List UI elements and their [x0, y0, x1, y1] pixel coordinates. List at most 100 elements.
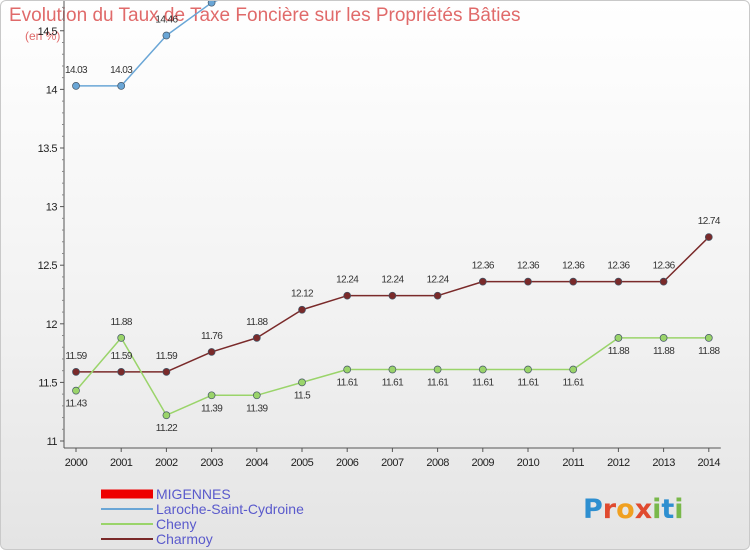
y-tick-label: 13.5 — [38, 143, 58, 155]
data-point — [524, 277, 532, 286]
chart-title: Evolution du Taux de Taxe Foncière sur l… — [9, 5, 521, 26]
data-label: 11.76 — [201, 331, 223, 342]
data-point — [704, 334, 713, 342]
logo-letter: x — [635, 494, 652, 525]
data-point — [614, 334, 623, 342]
data-label: 11.61 — [427, 378, 449, 389]
logo-letter: i — [652, 494, 661, 525]
chart-unit: (en %) — [25, 29, 61, 43]
x-tick-label: 2005 — [291, 457, 314, 469]
data-point — [478, 365, 487, 374]
data-point — [569, 277, 578, 286]
data-point — [343, 365, 352, 374]
legend-label: Cheny — [156, 516, 196, 532]
x-tick-label: 2010 — [517, 457, 540, 469]
legend-label: MIGENNES — [156, 486, 231, 502]
data-point — [433, 365, 442, 374]
data-label: 11.61 — [563, 378, 585, 389]
data-label: 11.5 — [294, 390, 311, 401]
data-label: 11.88 — [111, 317, 133, 328]
y-tick-label: 14.5 — [38, 26, 58, 38]
data-point — [252, 334, 261, 342]
logo-letter: P — [583, 494, 603, 525]
proxiti-logo: Proxiti — [583, 494, 684, 525]
data-label: 11.43 — [65, 399, 87, 410]
data-point — [117, 82, 126, 90]
data-point — [569, 365, 578, 374]
data-point — [162, 31, 171, 40]
data-label: 11.61 — [472, 378, 494, 389]
data-label: 12.36 — [562, 261, 585, 272]
logo-letter: i — [674, 494, 683, 525]
data-label: 11.22 — [156, 423, 178, 434]
data-label: 11.39 — [201, 403, 223, 414]
x-tick-label: 2009 — [472, 457, 495, 469]
data-point — [207, 1, 216, 7]
data-point — [659, 334, 668, 342]
data-point — [72, 82, 80, 90]
series-line-1 — [76, 1, 218, 87]
data-point — [704, 233, 713, 241]
data-label: 11.61 — [337, 378, 359, 389]
logo-letter: o — [616, 494, 635, 525]
data-point — [117, 368, 126, 376]
x-tick-label: 2013 — [652, 457, 675, 469]
data-point — [207, 391, 216, 400]
data-label: 12.24 — [336, 275, 359, 286]
y-tick-label: 14 — [46, 84, 58, 96]
data-point — [207, 348, 216, 356]
data-label: 12.12 — [291, 289, 314, 300]
x-tick-label: 2007 — [381, 457, 404, 469]
data-label: 11.59 — [156, 351, 178, 362]
data-point — [614, 277, 623, 286]
data-point — [388, 291, 397, 300]
data-label: 12.74 — [698, 216, 721, 227]
x-tick-label: 2003 — [200, 457, 223, 469]
data-label: 11.39 — [246, 403, 268, 414]
data-label: 11.59 — [65, 351, 87, 362]
y-tick-label: 11.5 — [38, 377, 57, 389]
data-label: 11.88 — [608, 346, 630, 357]
data-label: 12.36 — [472, 261, 495, 272]
logo-letter: t — [661, 494, 674, 525]
data-point — [433, 291, 442, 300]
data-point — [72, 368, 80, 376]
y-tick-label: 12 — [46, 319, 58, 331]
data-label: 12.24 — [427, 275, 450, 286]
data-point — [298, 305, 306, 314]
x-tick-label: 2011 — [562, 457, 584, 469]
data-label: 11.61 — [382, 378, 404, 389]
data-point — [659, 277, 668, 286]
data-label: 11.88 — [246, 317, 268, 328]
x-tick-label: 2000 — [65, 457, 88, 469]
data-label: 12.36 — [653, 261, 676, 272]
x-tick-label: 2008 — [426, 457, 449, 469]
data-label: 14.03 — [110, 65, 133, 76]
y-tick-label: 11 — [47, 436, 58, 448]
x-tick-label: 2014 — [698, 457, 721, 469]
data-point — [343, 291, 352, 300]
x-tick-label: 2002 — [155, 457, 178, 469]
data-label: 14.46 — [155, 14, 178, 25]
x-tick-label: 2006 — [336, 457, 359, 469]
data-point — [117, 334, 126, 342]
y-tick-label: 12.5 — [38, 260, 58, 272]
data-label: 12.24 — [381, 275, 404, 286]
data-label: 11.88 — [698, 346, 720, 357]
x-tick-label: 2012 — [607, 457, 630, 469]
y-tick-label: 13 — [46, 202, 58, 214]
x-tick-label: 2004 — [246, 457, 269, 469]
data-point — [162, 411, 171, 420]
x-tick-label: 2001 — [110, 457, 133, 469]
data-point — [524, 365, 532, 374]
data-label: 14.03 — [65, 65, 88, 76]
data-label: 12.36 — [517, 261, 540, 272]
data-point — [298, 378, 306, 387]
data-label: 11.61 — [517, 378, 539, 389]
data-point — [252, 391, 261, 400]
logo-letter: r — [603, 494, 617, 525]
data-label: 11.59 — [111, 351, 133, 362]
data-label: 12.36 — [607, 261, 630, 272]
